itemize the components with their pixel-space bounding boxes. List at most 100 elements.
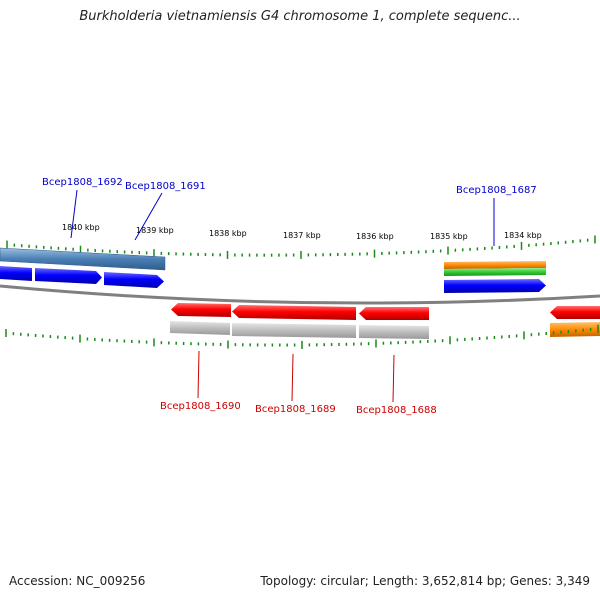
minor-tick: [454, 248, 457, 252]
gene-arrow[interactable]: [550, 306, 600, 319]
minor-tick: [86, 337, 89, 341]
major-tick: [520, 241, 523, 250]
minor-tick: [101, 249, 104, 253]
minor-tick: [397, 341, 399, 345]
feature-gray-track[interactable]: [232, 323, 356, 338]
gene-bcep1808-1687-arrow[interactable]: [444, 279, 546, 293]
gene-bcep1808-1692-arrow[interactable]: [0, 266, 32, 281]
feature-gray-track[interactable]: [359, 325, 429, 339]
minor-tick: [71, 336, 74, 340]
minor-tick: [131, 339, 133, 343]
gene-label-forward[interactable]: Bcep1808_1692: [42, 177, 123, 188]
minor-tick: [49, 335, 52, 339]
gene-label-reverse[interactable]: Bcep1808_1689: [255, 404, 336, 415]
minor-tick: [314, 253, 317, 257]
minor-tick: [484, 246, 486, 250]
minor-tick: [270, 253, 273, 257]
feature-steel-track[interactable]: [0, 247, 166, 271]
minor-tick: [279, 343, 281, 347]
minor-tick: [469, 247, 471, 251]
minor-tick: [493, 336, 496, 339]
major-tick: [300, 250, 302, 259]
minor-tick: [109, 249, 111, 253]
minor-tick: [249, 343, 251, 347]
gene-label-reverse[interactable]: Bcep1808_1688: [356, 405, 437, 416]
minor-tick: [160, 341, 163, 345]
ruler-label: 1836 kbp: [356, 232, 394, 241]
minor-tick: [501, 335, 503, 339]
gene-bcep1808-1691-arrow[interactable]: [104, 272, 164, 288]
gene-label-reverse[interactable]: Bcep1808_1690: [160, 401, 241, 412]
minor-tick: [234, 253, 236, 257]
minor-tick: [538, 332, 540, 336]
gene-bcep1808-1690-arrow[interactable]: [171, 303, 231, 317]
minor-tick: [410, 250, 412, 254]
minor-tick: [419, 340, 422, 344]
minor-tick: [168, 341, 170, 345]
minor-tick: [248, 253, 251, 257]
minor-tick: [360, 342, 362, 346]
minor-tick: [322, 253, 324, 257]
inner-tick-ruler: [5, 324, 599, 349]
gene-bcep1808-1688-arrow[interactable]: [359, 307, 429, 320]
minor-tick: [205, 342, 207, 346]
feature-green[interactable]: [444, 268, 546, 276]
minor-tick: [271, 343, 274, 347]
minor-tick: [498, 245, 501, 249]
minor-tick: [286, 343, 288, 347]
minor-tick: [123, 250, 126, 254]
minor-tick: [491, 246, 493, 250]
minor-tick: [256, 253, 258, 257]
minor-tick: [366, 252, 368, 256]
minor-tick: [308, 343, 311, 347]
feature-orange[interactable]: [444, 261, 546, 269]
minor-tick: [307, 253, 310, 257]
genome-backbone: [0, 284, 600, 305]
minor-tick: [264, 343, 266, 347]
major-tick: [597, 324, 599, 333]
leader-line: [70, 189, 78, 239]
minor-tick: [506, 245, 508, 249]
major-tick: [447, 246, 449, 255]
minor-tick: [330, 343, 333, 347]
major-tick: [594, 235, 596, 244]
minor-tick: [197, 252, 199, 256]
ruler-label: 1837 kbp: [283, 231, 321, 240]
minor-tick: [530, 333, 533, 337]
minor-tick: [337, 253, 339, 257]
minor-tick: [417, 250, 420, 254]
minor-tick: [234, 343, 237, 347]
feature-orange[interactable]: [550, 322, 600, 337]
minor-tick: [353, 342, 355, 346]
gene-label-forward[interactable]: Bcep1808_1691: [125, 181, 206, 192]
minor-tick: [116, 250, 118, 254]
minor-tick: [589, 327, 592, 331]
minor-tick: [263, 253, 265, 257]
minor-tick: [552, 331, 555, 335]
minor-tick: [381, 251, 383, 255]
minor-tick: [476, 247, 479, 251]
minor-tick: [316, 343, 318, 347]
minor-tick: [344, 252, 346, 256]
minor-tick: [293, 343, 296, 347]
minor-tick: [138, 340, 140, 344]
gene-arrow[interactable]: [35, 268, 102, 284]
minor-tick: [439, 249, 442, 253]
minor-tick: [557, 241, 559, 245]
minor-tick: [425, 250, 427, 254]
gene-label-forward[interactable]: Bcep1808_1687: [456, 185, 537, 196]
minor-tick: [461, 248, 464, 252]
minor-tick: [28, 244, 30, 248]
feature-gray-track[interactable]: [170, 321, 230, 335]
label-leader-lines: [70, 189, 495, 403]
minor-tick: [338, 342, 340, 346]
ruler-labels: 1840 kbp 1839 kbp 1838 kbp 1837 kbp 1836…: [62, 223, 542, 241]
major-tick: [449, 336, 451, 345]
minor-tick: [582, 328, 584, 332]
minor-tick: [404, 340, 407, 344]
gene-bcep1808-1689-arrow[interactable]: [232, 305, 356, 320]
minor-tick: [464, 337, 466, 341]
minor-tick: [182, 341, 185, 345]
minor-tick: [256, 343, 259, 347]
